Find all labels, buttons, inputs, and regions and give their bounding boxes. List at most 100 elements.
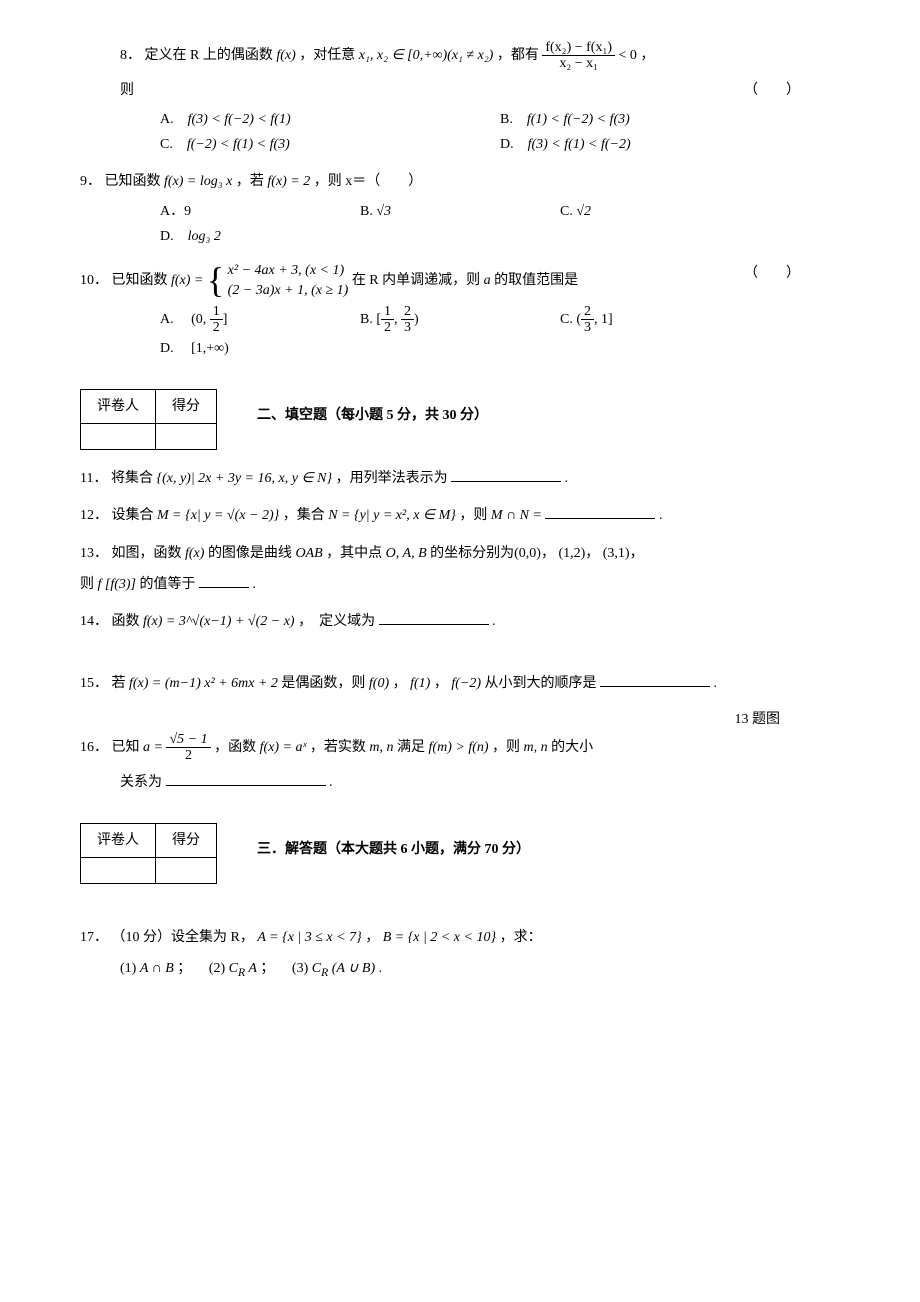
q8-frac-den: x₂ − x₁ bbox=[542, 56, 615, 71]
q17-s3-pre: C bbox=[312, 961, 321, 976]
q12-MN: M ∩ N = bbox=[491, 508, 542, 523]
q11-num: 11． bbox=[80, 471, 107, 486]
q10-optA-r: ] bbox=[223, 312, 228, 327]
q15-fm2: f(−2) bbox=[451, 676, 481, 691]
q13-fx: f(x) bbox=[185, 546, 204, 561]
q13-ff3: f [f(3)] bbox=[98, 577, 137, 592]
q16-blank bbox=[166, 772, 326, 786]
q9-optA-label: A． bbox=[160, 204, 184, 219]
question-15: 15． 若 f(x) = (m−1) x² + 6mx + 2 是偶函数，则 f… bbox=[80, 671, 840, 696]
q10-optB-mid: , bbox=[394, 312, 401, 327]
q9-optA-text: 9 bbox=[184, 204, 191, 219]
q8-comma: ， bbox=[640, 48, 654, 63]
q8-frac-num: f(x₂) − f(x₁) bbox=[542, 40, 615, 56]
q15-t3: 从小到大的顺序是 bbox=[485, 676, 597, 691]
q10-optC-label: C. bbox=[560, 312, 576, 327]
q17-s3-label: (3) bbox=[292, 961, 312, 976]
q13-blank bbox=[199, 574, 249, 588]
q12-t2: ，集合 bbox=[283, 508, 329, 523]
q14-period: . bbox=[492, 614, 496, 629]
q14-fx: f(x) = 3^√(x−1) + √(2 − x) bbox=[143, 614, 295, 629]
q17-s3-end: . bbox=[379, 961, 383, 976]
score3-cell-2 bbox=[156, 857, 217, 883]
q10-optA-num: 1 bbox=[210, 304, 223, 320]
q15-t1: 若 bbox=[112, 676, 130, 691]
q10-optB-den2: 3 bbox=[401, 320, 414, 335]
q12-t3: ，则 bbox=[459, 508, 491, 523]
q8-optB: B. f(1) < f(−2) < f(3) bbox=[500, 107, 780, 132]
q10-optC-r: , 1] bbox=[594, 312, 613, 327]
q10-optB-num1: 1 bbox=[381, 304, 394, 320]
q10-t2: 在 R 内单调递减，则 bbox=[352, 273, 484, 288]
q8-options: A. f(3) < f(−2) < f(1) B. f(1) < f(−2) <… bbox=[80, 107, 840, 157]
q17-t1: （10 分）设全集为 R， bbox=[112, 930, 254, 945]
score-table-2: 评卷人 得分 bbox=[80, 389, 217, 450]
q13-num: 13． bbox=[80, 546, 108, 561]
q16-fx: f(x) = aˣ bbox=[260, 740, 307, 755]
q17-s1-end: ； bbox=[177, 961, 191, 976]
q16-a-eq: a = bbox=[143, 740, 166, 755]
q10-optC: C. (23, 1] bbox=[560, 304, 700, 336]
q9-optD: D. log₃ 2 bbox=[160, 224, 300, 249]
q8-then-row: 则 （ ） bbox=[80, 78, 840, 103]
score3-h2: 得分 bbox=[156, 823, 217, 857]
q15-blank bbox=[600, 673, 710, 687]
q8-stem: 8． 定义在 R 上的偶函数 f(x) ，对任意 x₁, x₂ ∈ [0,+∞)… bbox=[80, 40, 840, 72]
question-17: 17． （10 分）设全集为 R， A = {x | 3 ≤ x < 7} ， … bbox=[80, 925, 840, 983]
q8-optA-text: f(3) < f(−2) < f(1) bbox=[188, 112, 291, 127]
score3-h1: 评卷人 bbox=[81, 823, 156, 857]
q17-num: 17． bbox=[80, 930, 108, 945]
q8-optA-label: A. bbox=[160, 112, 188, 127]
q16-cond: f(m) > f(n) bbox=[429, 740, 489, 755]
q9-t1: 已知函数 bbox=[105, 174, 165, 189]
score3-cell-1 bbox=[81, 857, 156, 883]
q16-t2: ，函数 bbox=[214, 740, 260, 755]
q11-t2: ，用列举法表示为 bbox=[336, 471, 448, 486]
q11-t1: 将集合 bbox=[111, 471, 157, 486]
q8-optC-text: f(−2) < f(1) < f(3) bbox=[187, 137, 290, 152]
q12-N: N = {y| y = x², x ∈ M} bbox=[328, 508, 456, 523]
q10-num: 10． bbox=[80, 273, 108, 288]
q13-t4: 的坐标分别为(0,0)， (1,2)， (3,1)， bbox=[430, 546, 643, 561]
q8-frac: f(x₂) − f(x₁) x₂ − x₁ bbox=[542, 40, 615, 72]
q9-optB-label: B. bbox=[360, 204, 376, 219]
q8-paren: （ ） bbox=[744, 78, 800, 103]
q8-optA: A. f(3) < f(−2) < f(1) bbox=[160, 107, 440, 132]
q10-piecewise: x² − 4ax + 3, (x < 1) (2 − 3a)x + 1, (x … bbox=[228, 261, 349, 300]
q10-optA-label: A. bbox=[160, 312, 188, 327]
q16-t6: 的大小 bbox=[551, 740, 593, 755]
q10-t3: 的取值范围是 bbox=[494, 273, 578, 288]
q8-optD-text: f(3) < f(1) < f(−2) bbox=[528, 137, 631, 152]
question-16: 16． 已知 a = √5 − 1 2 ，函数 f(x) = aˣ ，若实数 m… bbox=[80, 732, 840, 795]
q16-line2: 关系为 . bbox=[80, 770, 840, 795]
q16-mn2: m, n bbox=[524, 740, 548, 755]
q8-optB-text: f(1) < f(−2) < f(3) bbox=[527, 112, 630, 127]
q17-c1: ， bbox=[365, 930, 379, 945]
q9-optC-text: √2 bbox=[576, 204, 591, 219]
q13-t5: 的值等于 bbox=[140, 577, 196, 592]
q12-blank bbox=[545, 505, 655, 519]
section3-row: 评卷人 得分 三．解答题（本大题共 6 小题，满分 70 分） bbox=[80, 807, 840, 892]
q8-optC-label: C. bbox=[160, 137, 187, 152]
q10-line2: (2 − 3a)x + 1, (x ≥ 1) bbox=[228, 281, 349, 301]
score-h1: 评卷人 bbox=[81, 390, 156, 424]
q9-cond: f(x) = 2 bbox=[267, 174, 310, 189]
q8-optD: D. f(3) < f(1) < f(−2) bbox=[500, 132, 780, 157]
q16-t5: ，则 bbox=[492, 740, 524, 755]
q17-subs: (1) A ∩ B ； (2) CR A ； (3) CR (A ∪ B) . bbox=[80, 956, 840, 983]
question-8: 8． 定义在 R 上的偶函数 f(x) ，对任意 x₁, x₂ ∈ [0,+∞)… bbox=[80, 40, 840, 157]
q8-then: 则 bbox=[120, 83, 134, 98]
q8-optC: C. f(−2) < f(1) < f(3) bbox=[160, 132, 440, 157]
q17-s2-pre: C bbox=[229, 961, 238, 976]
q10-line1: x² − 4ax + 3, (x < 1) bbox=[228, 261, 349, 281]
q13-t1: 如图，函数 bbox=[112, 546, 186, 561]
q17-s1: A ∩ B bbox=[140, 961, 174, 976]
q14-t1: 函数 bbox=[112, 614, 144, 629]
q10-a: a bbox=[484, 273, 491, 288]
q9-options: A．9 B. √3 C. √2 D. log₃ 2 bbox=[80, 199, 840, 249]
q13-OAB: OAB bbox=[295, 546, 322, 561]
q9-optB-text: √3 bbox=[376, 204, 391, 219]
q16-t4: 满足 bbox=[397, 740, 429, 755]
q11-set: {(x, y)| 2x + 3y = 16, x, y ∈ N} bbox=[156, 471, 332, 486]
q10-optD-label: D. bbox=[160, 341, 188, 356]
